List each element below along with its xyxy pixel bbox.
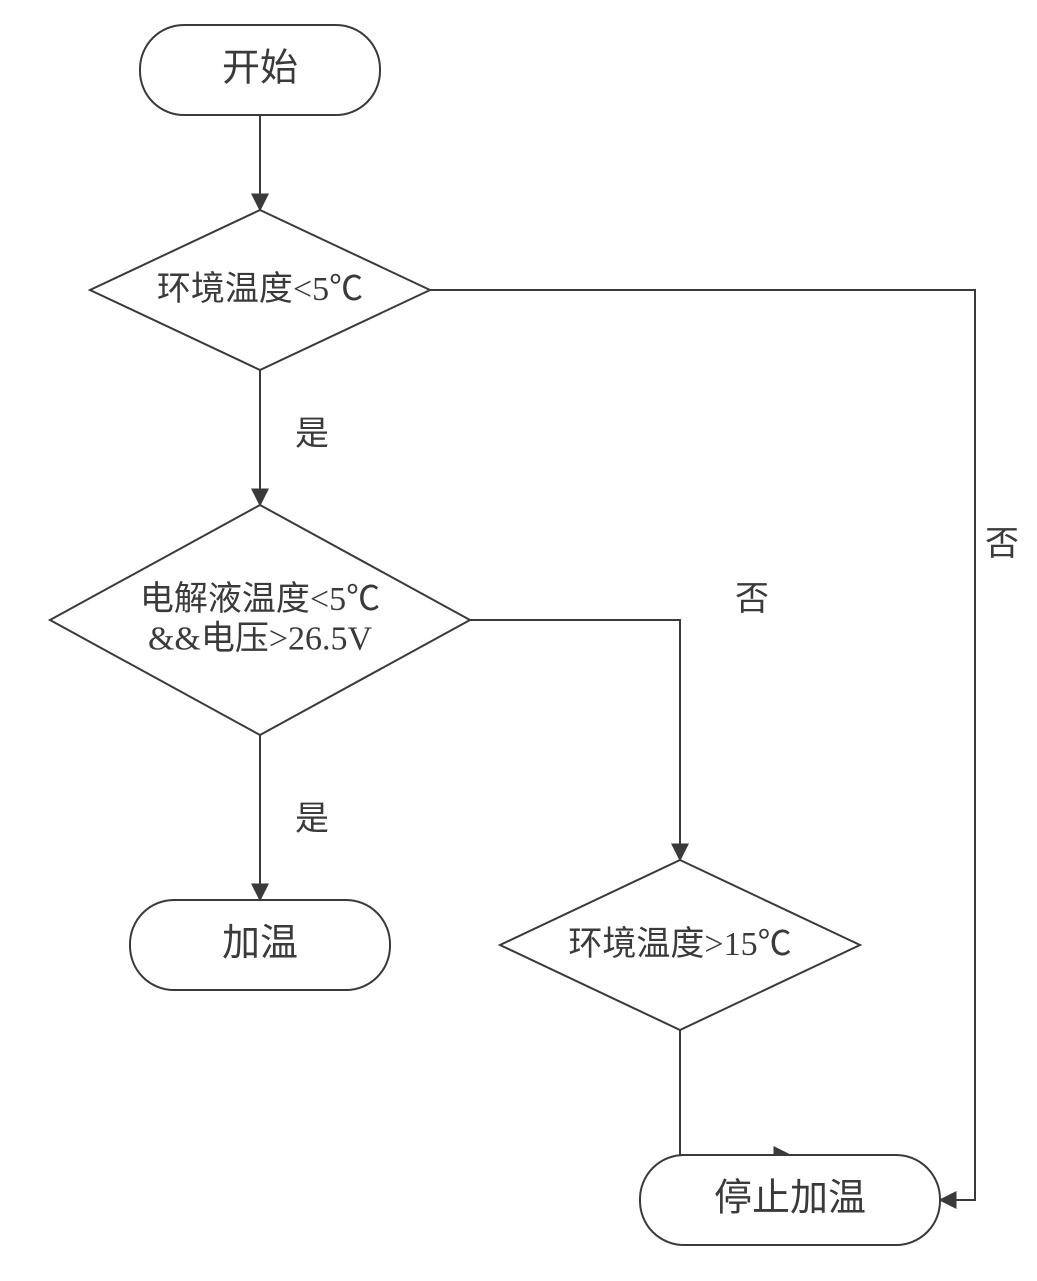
edge-label: 否 (735, 581, 769, 618)
edge (680, 1030, 790, 1155)
flowchart-canvas: 是是否否开始环境温度<5℃电解液温度<5℃&&电压>26.5V加温环境温度>15… (0, 0, 1037, 1281)
edge-label: 是 (295, 416, 329, 453)
decision-label: 环境温度<5℃ (157, 270, 363, 308)
edge-label: 是 (295, 801, 329, 838)
edge-label: 否 (985, 526, 1019, 563)
terminator-label: 开始 (222, 48, 298, 90)
decision-label: 环境温度>15℃ (568, 925, 791, 963)
decision-label: 电解液温度<5℃ (140, 580, 380, 618)
decision-label: &&电压>26.5V (148, 619, 373, 657)
terminator-label: 停止加温 (714, 1178, 866, 1220)
edge (470, 620, 680, 860)
terminator-label: 加温 (222, 923, 298, 965)
edge (430, 290, 975, 1200)
